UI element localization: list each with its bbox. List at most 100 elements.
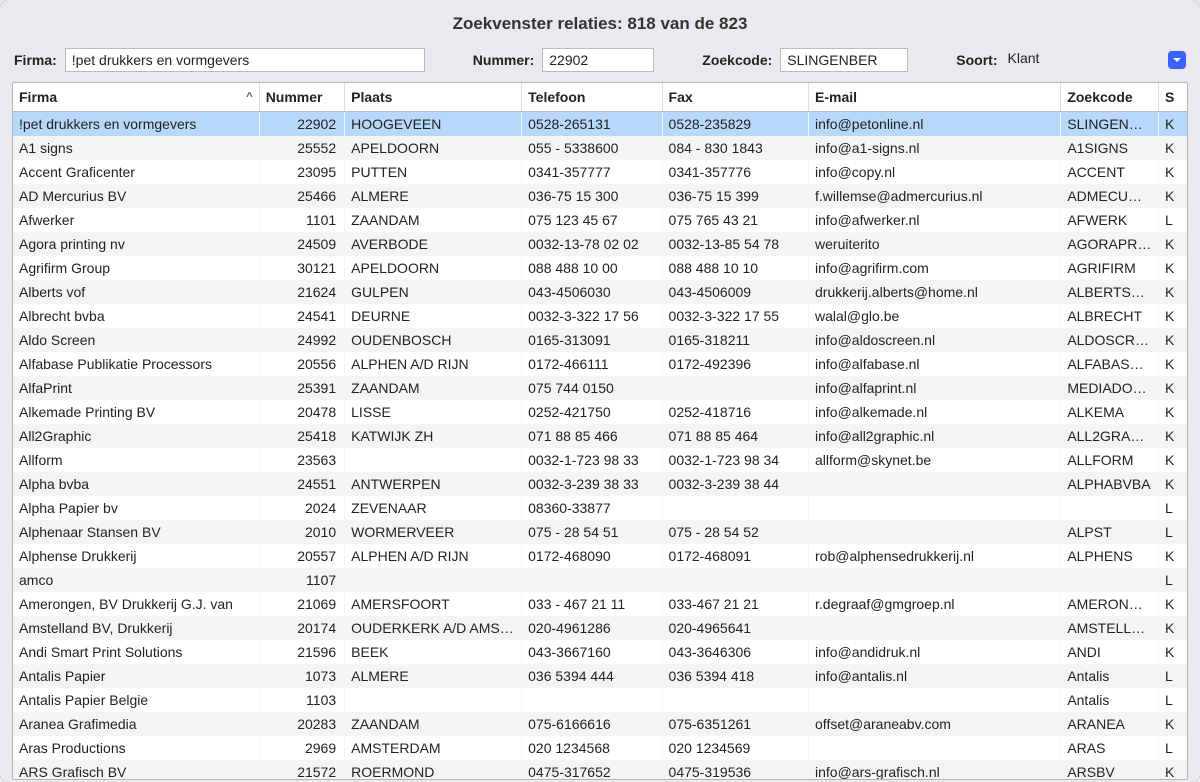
- table-row[interactable]: Albrecht bvba24541DEURNE0032-3-322 17 56…: [13, 304, 1187, 328]
- cell-email: drukkerij.alberts@home.nl: [809, 280, 1061, 304]
- table-row[interactable]: ARS Grafisch BV21572ROERMOND0475-3176520…: [13, 760, 1187, 780]
- cell-zoekcode: ALBERTSDRU: [1061, 280, 1159, 304]
- cell-s: K: [1158, 256, 1187, 280]
- cell-email: info@a1-signs.nl: [809, 136, 1061, 160]
- col-header-s[interactable]: S: [1158, 83, 1187, 112]
- table-row[interactable]: Amstelland BV, Drukkerij20174OUDERKERK A…: [13, 616, 1187, 640]
- cell-s: K: [1158, 328, 1187, 352]
- table-row[interactable]: Amerongen, BV Drukkerij G.J. van21069AME…: [13, 592, 1187, 616]
- cell-s: K: [1158, 184, 1187, 208]
- table-row[interactable]: Alphense Drukkerij20557ALPHEN A/D RIJN01…: [13, 544, 1187, 568]
- cell-email: info@petonline.nl: [809, 112, 1061, 137]
- table-row[interactable]: Alpha bvba24551ANTWERPEN0032-3-239 38 33…: [13, 472, 1187, 496]
- cell-zoekcode: ARANEA: [1061, 712, 1159, 736]
- cell-zoekcode: Antalis: [1061, 664, 1159, 688]
- table-row[interactable]: Alpha Papier bv2024ZEVENAAR08360-33877L: [13, 496, 1187, 520]
- cell-fax: 075-6351261: [662, 712, 808, 736]
- table-row[interactable]: Aranea Grafimedia20283ZAANDAM075-6166616…: [13, 712, 1187, 736]
- table-row[interactable]: Aras Productions2969AMSTERDAM020 1234568…: [13, 736, 1187, 760]
- col-header-telefoon[interactable]: Telefoon: [522, 83, 662, 112]
- cell-firma: Alkemade Printing BV: [13, 400, 259, 424]
- results-table: Firma ^ Nummer Plaats Telefoon Fax E-mai…: [13, 83, 1187, 780]
- cell-zoekcode: ALFABASEPU: [1061, 352, 1159, 376]
- table-row[interactable]: Accent Graficenter23095PUTTEN0341-357777…: [13, 160, 1187, 184]
- zoekcode-input[interactable]: [780, 48, 908, 72]
- table-row[interactable]: amco1107L: [13, 568, 1187, 592]
- col-header-nummer[interactable]: Nummer: [259, 83, 344, 112]
- cell-plaats: OUDERKERK A/D AMSTEL: [345, 616, 522, 640]
- table-row[interactable]: A1 signs25552APELDOORN055 - 5338600084 -…: [13, 136, 1187, 160]
- cell-fax: 0341-357776: [662, 160, 808, 184]
- cell-s: L: [1158, 520, 1187, 544]
- cell-email: r.degraaf@gmgroep.nl: [809, 592, 1061, 616]
- firma-input[interactable]: [65, 48, 425, 72]
- cell-email: [809, 496, 1061, 520]
- col-header-fax[interactable]: Fax: [662, 83, 808, 112]
- soort-select[interactable]: Klant: [1006, 48, 1169, 72]
- cell-nummer: 20478: [259, 400, 344, 424]
- cell-email: [809, 520, 1061, 544]
- cell-tel: 020 1234568: [522, 736, 662, 760]
- cell-firma: Alfabase Publikatie Processors: [13, 352, 259, 376]
- table-row[interactable]: !pet drukkers en vormgevers22902HOOGEVEE…: [13, 112, 1187, 137]
- nummer-input[interactable]: [542, 48, 654, 72]
- col-header-zoekcode[interactable]: Zoekcode: [1061, 83, 1159, 112]
- cell-plaats: APELDOORN: [345, 256, 522, 280]
- cell-email: info@aldoscreen.nl: [809, 328, 1061, 352]
- cell-plaats: ALPHEN A/D RIJN: [345, 352, 522, 376]
- table-row[interactable]: Alphenaar Stansen BV2010WORMERVEER075 - …: [13, 520, 1187, 544]
- cell-fax: [662, 568, 808, 592]
- table-row[interactable]: AD Mercurius BV25466ALMERE036-75 15 3000…: [13, 184, 1187, 208]
- cell-email: [809, 688, 1061, 712]
- cell-nummer: 20174: [259, 616, 344, 640]
- table-row[interactable]: All2Graphic25418KATWIJK ZH071 88 85 4660…: [13, 424, 1187, 448]
- cell-fax: [662, 376, 808, 400]
- col-header-email[interactable]: E-mail: [809, 83, 1061, 112]
- cell-firma: AlfaPrint: [13, 376, 259, 400]
- cell-s: L: [1158, 496, 1187, 520]
- cell-firma: Amstelland BV, Drukkerij: [13, 616, 259, 640]
- cell-tel: 075 - 28 54 51: [522, 520, 662, 544]
- cell-nummer: 24541: [259, 304, 344, 328]
- cell-tel: 0341-357777: [522, 160, 662, 184]
- cell-email: [809, 472, 1061, 496]
- cell-firma: Alpha bvba: [13, 472, 259, 496]
- table-row[interactable]: Allform235630032-1-723 98 330032-1-723 9…: [13, 448, 1187, 472]
- col-header-plaats[interactable]: Plaats: [345, 83, 522, 112]
- cell-zoekcode: [1061, 496, 1159, 520]
- cell-s: K: [1158, 376, 1187, 400]
- col-header-firma-label: Firma: [19, 89, 57, 105]
- table-row[interactable]: Antalis Papier Belgie1103AntalisL: [13, 688, 1187, 712]
- table-row[interactable]: AlfaPrint25391ZAANDAM075 744 0150info@al…: [13, 376, 1187, 400]
- table-row[interactable]: Antalis Papier1073ALMERE036 5394 444036 …: [13, 664, 1187, 688]
- table-row[interactable]: Alkemade Printing BV20478LISSE0252-42175…: [13, 400, 1187, 424]
- table-row[interactable]: Aldo Screen24992OUDENBOSCH0165-313091016…: [13, 328, 1187, 352]
- cell-s: K: [1158, 232, 1187, 256]
- cell-plaats: OUDENBOSCH: [345, 328, 522, 352]
- cell-plaats: APELDOORN: [345, 136, 522, 160]
- cell-nummer: 25418: [259, 424, 344, 448]
- table-row[interactable]: Alberts vof21624GULPEN043-4506030043-450…: [13, 280, 1187, 304]
- cell-fax: [662, 688, 808, 712]
- cell-s: K: [1158, 112, 1187, 137]
- cell-plaats: AMSTERDAM: [345, 736, 522, 760]
- cell-nummer: 20556: [259, 352, 344, 376]
- cell-nummer: 1107: [259, 568, 344, 592]
- cell-tel: [522, 688, 662, 712]
- cell-nummer: 21596: [259, 640, 344, 664]
- cell-fax: 0252-418716: [662, 400, 808, 424]
- table-row[interactable]: Andi Smart Print Solutions21596BEEK043-3…: [13, 640, 1187, 664]
- cell-s: L: [1158, 664, 1187, 688]
- cell-s: K: [1158, 760, 1187, 780]
- cell-zoekcode: SLINGENBER: [1061, 112, 1159, 137]
- chevron-down-icon[interactable]: [1168, 51, 1186, 69]
- cell-tel: 055 - 5338600: [522, 136, 662, 160]
- table-row[interactable]: Alfabase Publikatie Processors20556ALPHE…: [13, 352, 1187, 376]
- table-row[interactable]: Agrifirm Group30121APELDOORN088 488 10 0…: [13, 256, 1187, 280]
- table-row[interactable]: Afwerker1101ZAANDAM075 123 45 67075 765 …: [13, 208, 1187, 232]
- cell-plaats: [345, 448, 522, 472]
- sort-asc-icon: ^: [246, 91, 252, 103]
- table-row[interactable]: Agora printing nv24509AVERBODE0032-13-78…: [13, 232, 1187, 256]
- col-header-firma[interactable]: Firma ^: [13, 83, 259, 112]
- cell-tel: 0165-313091: [522, 328, 662, 352]
